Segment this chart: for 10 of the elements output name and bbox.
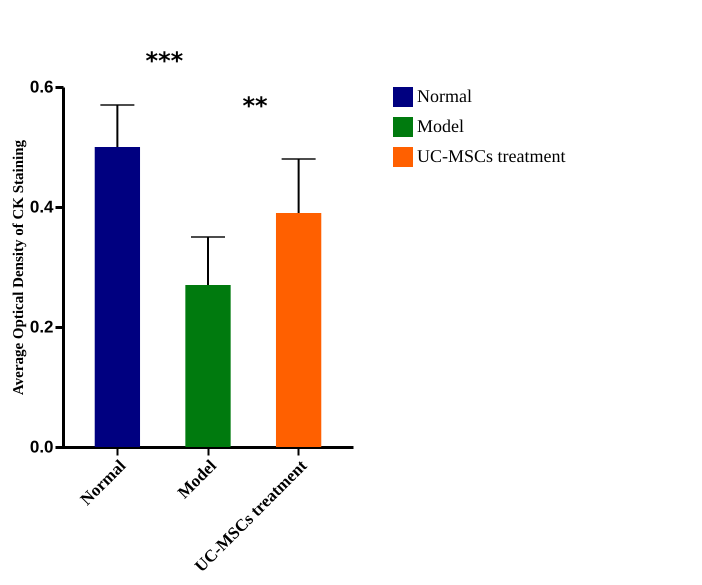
legend-label: Normal xyxy=(417,86,472,106)
y-tick-label: 0.2 xyxy=(30,318,54,336)
y-tick-label: 0.4 xyxy=(30,198,54,216)
legend-label: UC-MSCs treatment xyxy=(417,146,566,166)
y-tick-label: 0.0 xyxy=(30,438,54,456)
text: *** xyxy=(146,47,184,75)
y-axis-title: Average Optical Density of CK Staining xyxy=(10,139,27,396)
legend-label: Model xyxy=(417,116,464,136)
annotation: ** xyxy=(242,92,268,120)
y-tick-label: 0.6 xyxy=(30,78,54,96)
